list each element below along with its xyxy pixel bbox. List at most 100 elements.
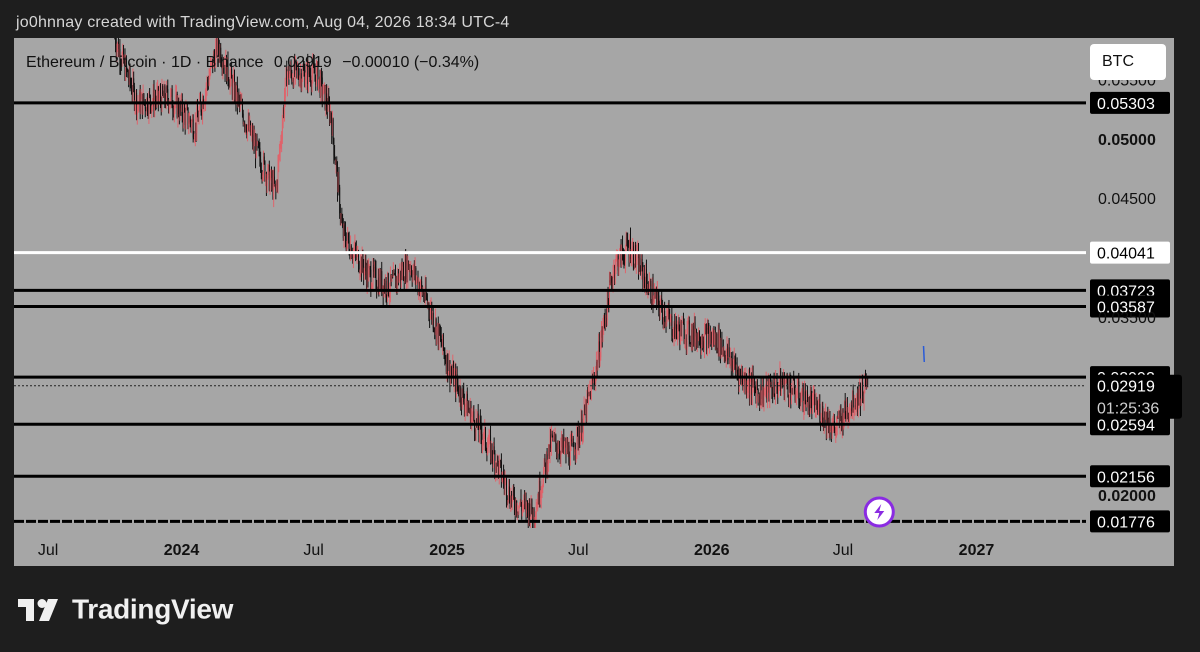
candle-body xyxy=(580,433,581,445)
candle-body xyxy=(798,381,800,400)
candle-body xyxy=(586,393,588,419)
candle-body xyxy=(475,418,477,436)
x-axis-tick-label: Jul xyxy=(38,542,58,559)
candle-body xyxy=(770,386,772,388)
candle-body xyxy=(659,306,661,315)
candle-body xyxy=(435,319,436,330)
candle-body xyxy=(170,89,172,93)
candle-body xyxy=(444,352,446,361)
candle-body xyxy=(686,324,688,345)
candle-body xyxy=(355,244,357,251)
candle-body xyxy=(481,434,483,445)
candle-body xyxy=(236,85,238,105)
tradingview-logo[interactable]: TradingView xyxy=(18,592,233,626)
candle-body xyxy=(670,316,671,322)
candle-body xyxy=(492,456,494,462)
candle-body xyxy=(162,85,164,94)
candle-body xyxy=(249,121,251,131)
candle-body xyxy=(262,175,264,178)
candle-body xyxy=(386,294,388,297)
candle-body xyxy=(823,411,825,426)
candle-body xyxy=(611,278,613,283)
candle-body xyxy=(499,460,501,462)
candle-body xyxy=(816,402,818,408)
candle-body xyxy=(147,111,149,115)
candle-body xyxy=(590,391,592,400)
candle-body xyxy=(395,274,397,288)
candle-body xyxy=(256,136,258,144)
candle-body xyxy=(529,503,531,524)
candle-body xyxy=(448,372,449,375)
candle-body xyxy=(685,338,687,345)
candle-body xyxy=(450,372,452,374)
candle-body xyxy=(292,79,294,86)
candle-body xyxy=(706,329,708,351)
candle-body xyxy=(817,405,819,412)
candle-body xyxy=(304,70,306,86)
candle-body xyxy=(510,494,512,508)
candle-body xyxy=(796,385,798,396)
candle-body xyxy=(649,280,651,283)
candle-body xyxy=(699,344,701,346)
candle-body xyxy=(603,317,605,329)
candle-body xyxy=(345,230,346,242)
candle-body xyxy=(733,365,735,372)
candle-body xyxy=(322,94,324,97)
candle-body xyxy=(309,74,311,76)
currency-selector[interactable]: BTC xyxy=(1090,44,1166,80)
candle-body xyxy=(494,453,496,472)
level-price-label: 0.05303 xyxy=(1097,96,1155,113)
candle-body xyxy=(328,95,330,103)
candle-body xyxy=(677,321,679,330)
candle-body xyxy=(407,261,409,280)
candle-body xyxy=(744,373,746,385)
candle-body xyxy=(516,500,518,513)
candle-body xyxy=(413,264,415,277)
candle-body xyxy=(551,433,552,449)
candle-body xyxy=(535,518,536,520)
candle-body xyxy=(394,273,396,275)
candle-body xyxy=(532,512,534,520)
candle-body xyxy=(461,388,463,407)
candle-body xyxy=(561,437,563,448)
candle-body xyxy=(762,384,764,404)
candle-body xyxy=(532,508,534,520)
candle-body xyxy=(697,333,699,341)
candle-body xyxy=(753,381,755,383)
symbol-name[interactable]: Ethereum / Bitcoin · 1D · Binance xyxy=(26,54,264,71)
candle-body xyxy=(862,382,864,396)
y-axis-tick-label: 0.05000 xyxy=(1098,132,1156,149)
candle-body xyxy=(289,73,291,80)
candle-body xyxy=(224,65,226,74)
candle-body xyxy=(846,406,848,419)
candle-body xyxy=(336,162,338,167)
candle-body xyxy=(691,329,693,346)
candle-body xyxy=(344,225,346,231)
candle-body xyxy=(390,274,392,282)
candle-body xyxy=(531,499,533,513)
candle-body xyxy=(787,384,789,396)
y-axis-tick-label: 0.04500 xyxy=(1098,191,1156,208)
candle-body xyxy=(194,136,196,139)
candle-body xyxy=(612,274,614,286)
candle-body xyxy=(571,439,573,442)
candle-body xyxy=(388,294,390,296)
candle-body xyxy=(123,48,125,63)
candle-body xyxy=(469,404,471,413)
candle-body xyxy=(197,108,199,118)
candle-body xyxy=(794,391,796,401)
candle-body xyxy=(417,277,419,292)
candle-body xyxy=(652,283,654,304)
candle-body xyxy=(622,254,624,255)
candle-body xyxy=(123,58,125,63)
candle-body xyxy=(129,68,131,83)
candle-body xyxy=(743,378,745,388)
candle-body xyxy=(321,77,323,97)
chart-frame[interactable] xyxy=(14,38,1174,566)
candle-body xyxy=(360,258,362,272)
candle-body xyxy=(659,307,661,315)
candle-body xyxy=(514,495,515,508)
candle-body xyxy=(838,414,840,427)
candle-body xyxy=(766,378,768,398)
